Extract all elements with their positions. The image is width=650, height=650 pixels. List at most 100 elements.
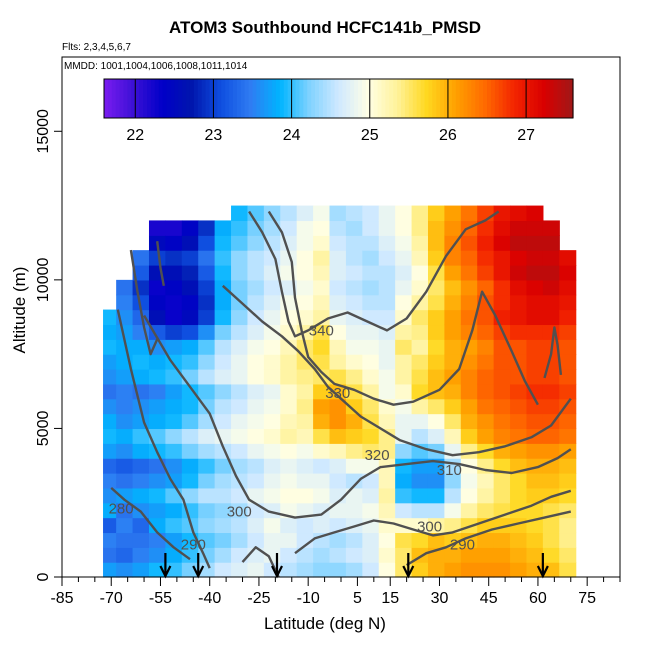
data-cell	[493, 562, 511, 578]
data-cell	[559, 487, 577, 504]
data-cell	[395, 279, 413, 296]
colorbar-segment	[545, 79, 551, 118]
data-cell	[103, 562, 121, 578]
data-cell	[559, 294, 577, 311]
data-cell	[378, 220, 396, 236]
data-cell	[148, 532, 166, 548]
colorbar-segment	[424, 79, 429, 118]
colorbar-frame	[103, 78, 574, 119]
data-cell	[395, 458, 413, 474]
data-cell	[362, 547, 380, 563]
data-cell	[345, 205, 363, 222]
data-cell	[559, 562, 577, 578]
data-cell	[116, 502, 134, 519]
data-cell	[148, 354, 166, 370]
data-cell	[296, 532, 314, 548]
data-cell	[460, 354, 478, 370]
data-cell	[526, 279, 544, 296]
data-cell	[559, 265, 577, 281]
colorbar-segment	[373, 79, 379, 118]
data-cell	[165, 235, 183, 251]
data-cell	[148, 220, 166, 236]
colorbar-segment	[260, 79, 265, 118]
data-cell	[510, 220, 528, 236]
data-cell	[313, 398, 331, 415]
colorbar-segment	[506, 79, 512, 118]
data-cell	[345, 398, 363, 415]
colorbar-segment	[365, 79, 371, 118]
data-cell	[329, 398, 347, 415]
data-cell	[214, 383, 232, 400]
data-cell	[280, 517, 298, 534]
data-cell	[542, 398, 560, 415]
data-cell	[345, 294, 363, 311]
data-cell	[444, 428, 462, 444]
x-tick-label: 75	[578, 590, 596, 607]
data-cell	[181, 324, 199, 340]
data-cell	[231, 562, 249, 578]
data-cell	[198, 428, 216, 444]
colorbar-segment	[104, 79, 109, 118]
data-cell	[231, 220, 249, 236]
data-cell	[280, 487, 298, 504]
profile-arrow-head	[192, 565, 205, 579]
colorbar-segment	[295, 79, 301, 118]
data-cell	[231, 532, 249, 548]
data-cell	[329, 220, 347, 236]
data-cell	[165, 413, 183, 430]
data-cell	[165, 220, 183, 236]
data-cell	[395, 532, 413, 548]
colorbar-segment	[369, 79, 375, 118]
data-cell	[116, 547, 134, 563]
data-cell	[247, 354, 265, 370]
data-cell	[198, 220, 216, 236]
data-cell	[395, 220, 413, 236]
colorbar-segment	[318, 79, 324, 118]
data-cell	[378, 413, 396, 430]
colorbar-segment	[459, 79, 465, 118]
colorbar-segment	[354, 79, 359, 118]
colorbar-segment	[561, 79, 566, 118]
data-cell	[510, 413, 528, 430]
data-cell	[411, 502, 429, 519]
colorbar-segment	[131, 79, 136, 118]
data-cell	[427, 294, 445, 311]
data-cell	[296, 517, 314, 534]
data-cell	[362, 279, 380, 296]
x-tick-label: 30	[431, 590, 449, 607]
colorbar-segment	[549, 79, 555, 118]
data-cell	[181, 547, 199, 563]
data-cell	[116, 324, 134, 340]
data-cell	[345, 562, 363, 578]
y-tick-label: 0	[35, 572, 52, 581]
data-cell	[477, 339, 495, 355]
data-cell	[510, 487, 528, 504]
data-cell	[198, 235, 216, 251]
data-cell	[280, 413, 298, 430]
data-cell	[247, 235, 265, 251]
data-cell	[493, 547, 511, 563]
data-cell	[165, 458, 183, 474]
data-cell	[460, 279, 478, 296]
data-cell	[427, 279, 445, 296]
data-cell	[477, 473, 495, 489]
colorbar-segment	[326, 79, 332, 118]
data-cell	[395, 309, 413, 326]
data-cell	[263, 443, 281, 459]
data-cell	[103, 369, 121, 385]
data-cell	[460, 369, 478, 385]
data-cell	[411, 220, 429, 236]
data-cell	[395, 487, 413, 504]
data-cell	[103, 547, 121, 563]
data-cell	[526, 339, 544, 355]
data-cell	[198, 354, 216, 370]
data-cell	[198, 250, 216, 266]
data-cell	[132, 473, 150, 489]
data-cell	[526, 369, 544, 385]
data-cell	[559, 354, 577, 370]
y-tick-label: 15000	[35, 109, 52, 154]
data-cell	[362, 235, 380, 251]
data-cell	[214, 413, 232, 430]
contour-label: 330	[325, 385, 350, 402]
